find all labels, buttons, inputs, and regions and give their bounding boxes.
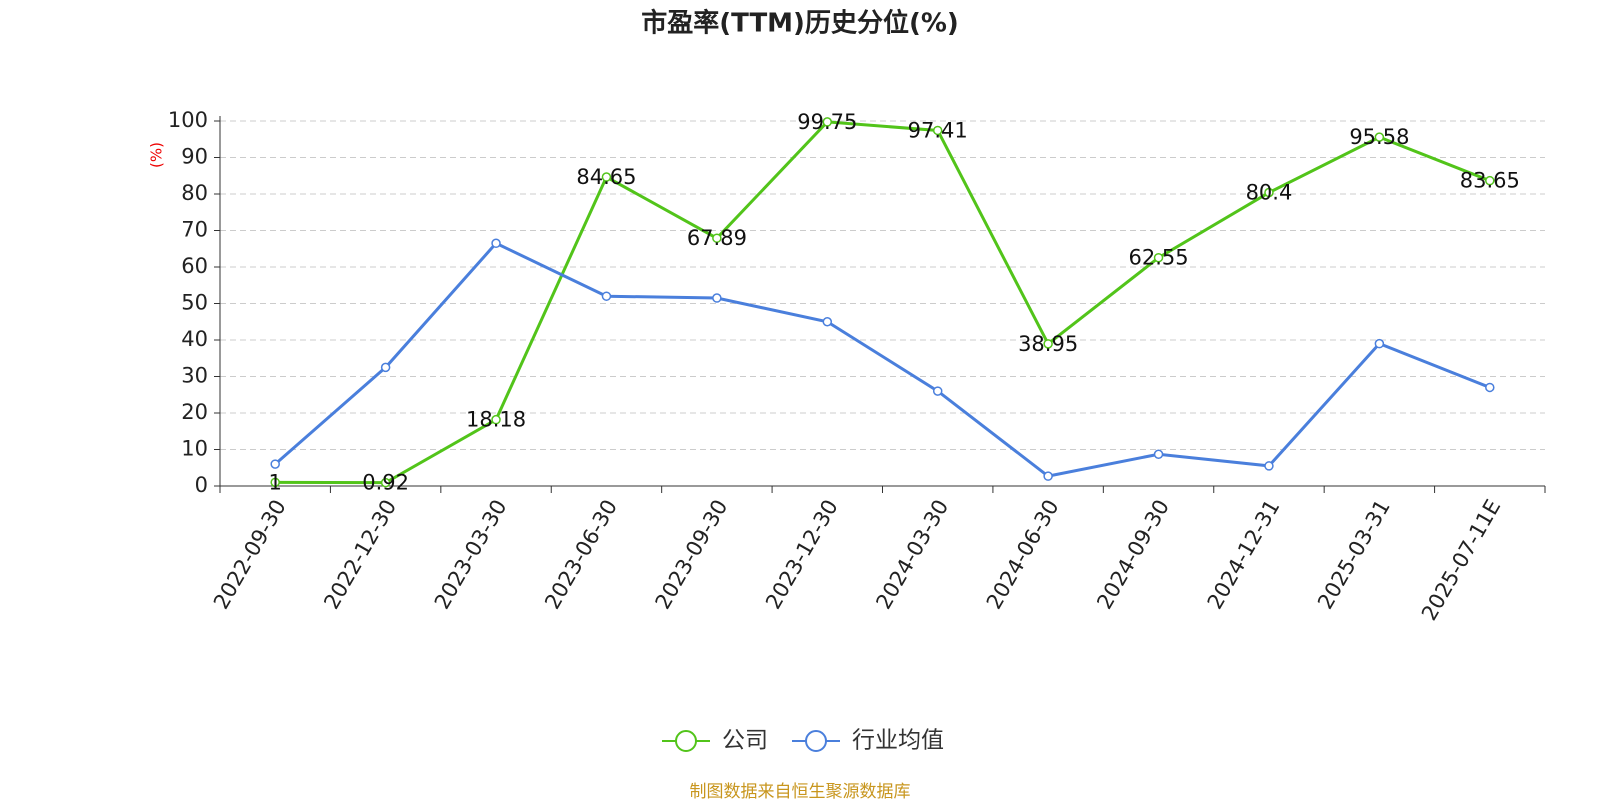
data-point [380,477,391,488]
data-point [1043,339,1053,349]
y-tick-label: 30 [181,364,208,388]
data-label: 38.95 [1018,332,1078,356]
y-tick-label: 100 [168,108,208,132]
data-point [1153,252,1164,263]
data-point [712,233,722,243]
x-tick-label: 2022-12-30 [319,496,401,614]
x-tick-label: 2024-12-31 [1203,496,1285,614]
data-point [491,238,501,249]
x-tick-label: 2025-03-31 [1313,496,1395,614]
data-point [822,317,833,327]
y-tick-label: 50 [181,291,208,315]
data-label: 62.55 [1128,246,1188,270]
data-label: 80.4 [1246,181,1293,205]
x-tick-label: 2024-09-30 [1092,496,1174,614]
data-point [1153,449,1164,459]
data-label: 84.65 [576,165,636,189]
data-point [1264,461,1274,471]
data-point [1374,338,1385,349]
series-line [275,120,1491,485]
y-tick-label: 80 [181,181,208,205]
data-label: 99.75 [797,110,857,134]
source-note: 制图数据来自恒生聚源数据库 [690,782,911,800]
data-point [1374,132,1385,142]
data-point [380,362,391,373]
data-label: 83.65 [1460,169,1520,193]
x-tick-label: 2023-12-30 [761,496,843,614]
x-tick-label: 2025-07-11E [1417,496,1505,625]
y-axis-label: (%) [148,142,166,168]
data-label: 97.41 [908,118,968,142]
data-point [491,414,501,425]
data-point [712,293,722,303]
data-point [601,291,612,301]
y-tick-label: 60 [181,254,208,278]
data-point [932,125,943,136]
y-tick-label: 70 [181,218,208,242]
data-point [1485,175,1495,186]
legend-label: 行业均值 [852,728,944,754]
y-tick-label: 20 [181,400,208,424]
x-tick-label: 2023-03-30 [430,496,512,614]
data-point [601,172,612,182]
legend-marker [805,730,827,752]
data-point [270,459,280,469]
y-tick-label: 0 [195,473,208,497]
legend-label: 公司 [722,728,768,754]
y-tick-label: 90 [181,145,208,169]
data-point [822,117,833,127]
data-point [932,386,943,396]
x-tick-label: 2023-09-30 [651,496,733,614]
data-label: 1 [269,470,282,494]
data-label: 18.18 [466,408,526,432]
data-label: 0.92 [362,471,409,495]
y-tick-label: 10 [181,437,208,461]
x-tick-label: 2022-09-30 [209,496,291,614]
x-tick-label: 2024-03-30 [871,496,953,614]
data-label: 95.58 [1349,125,1409,149]
data-label: 67.89 [687,226,747,250]
series-line [274,241,1491,478]
x-tick-label: 2023-06-30 [540,496,622,614]
x-tick-label: 2024-06-30 [982,496,1064,614]
data-point [1264,187,1274,198]
y-tick-label: 40 [181,327,208,351]
data-point [1043,471,1053,481]
data-point [1485,382,1495,393]
data-point [270,477,280,488]
chart-title: 市盈率(TTM)历史分位(%) [641,8,959,39]
legend-marker [675,730,697,752]
